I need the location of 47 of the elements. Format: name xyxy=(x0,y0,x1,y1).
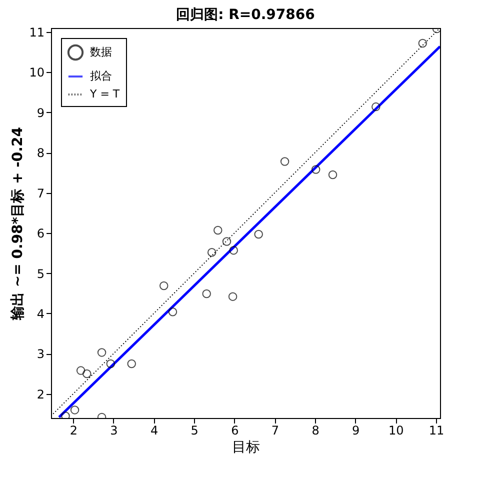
legend-label: Y = T xyxy=(89,88,120,100)
y-axis-title: 输出 ~= 0.98*目标 + -0.24 xyxy=(10,126,26,321)
point xyxy=(106,359,116,368)
y-tick-label: 5 xyxy=(36,266,44,281)
point xyxy=(372,102,380,112)
x-tick-label: 7 xyxy=(271,424,280,438)
y-tick-label: 6 xyxy=(36,226,44,241)
point xyxy=(207,248,216,257)
point xyxy=(97,348,106,357)
y-tick-label: 9 xyxy=(36,106,44,120)
point xyxy=(76,366,86,375)
x-tick-label: 5 xyxy=(190,424,198,438)
legend-label: 数据 xyxy=(90,46,112,58)
point xyxy=(222,237,232,246)
point xyxy=(328,170,338,180)
x-tick-label: 6 xyxy=(231,424,239,438)
point xyxy=(418,38,428,48)
point xyxy=(228,292,238,301)
y-tick-label: 8 xyxy=(36,146,44,160)
point xyxy=(202,289,211,298)
x-tick-label: 4 xyxy=(150,424,158,438)
point xyxy=(229,246,238,255)
point xyxy=(214,226,222,235)
y-tick-label: 3 xyxy=(36,347,44,362)
legend-label: 拟合 xyxy=(90,70,112,82)
x-tick-label: 2 xyxy=(70,424,78,438)
y-tick-label: 10 xyxy=(29,66,44,80)
y-tick-label: 7 xyxy=(36,186,44,200)
point xyxy=(168,307,178,316)
point xyxy=(70,406,80,414)
y-tick-label: 2 xyxy=(36,387,44,402)
x-tick-label: 10 xyxy=(388,424,404,438)
y-tick-label: 11 xyxy=(29,26,44,40)
point xyxy=(280,157,290,166)
point xyxy=(159,281,168,290)
x-tick-label: 8 xyxy=(312,424,320,438)
point xyxy=(254,230,263,239)
point xyxy=(311,165,320,174)
point xyxy=(82,369,92,378)
point xyxy=(127,359,136,368)
x-axis-title: 目标 xyxy=(232,440,260,456)
point xyxy=(61,412,70,418)
chart-title: 回归图: R=0.97866 xyxy=(176,7,315,24)
x-tick-label: 11 xyxy=(428,424,444,438)
x-tick-label: 9 xyxy=(352,424,360,438)
y-tick-label: 4 xyxy=(36,306,44,321)
x-tick-label: 3 xyxy=(110,424,118,438)
